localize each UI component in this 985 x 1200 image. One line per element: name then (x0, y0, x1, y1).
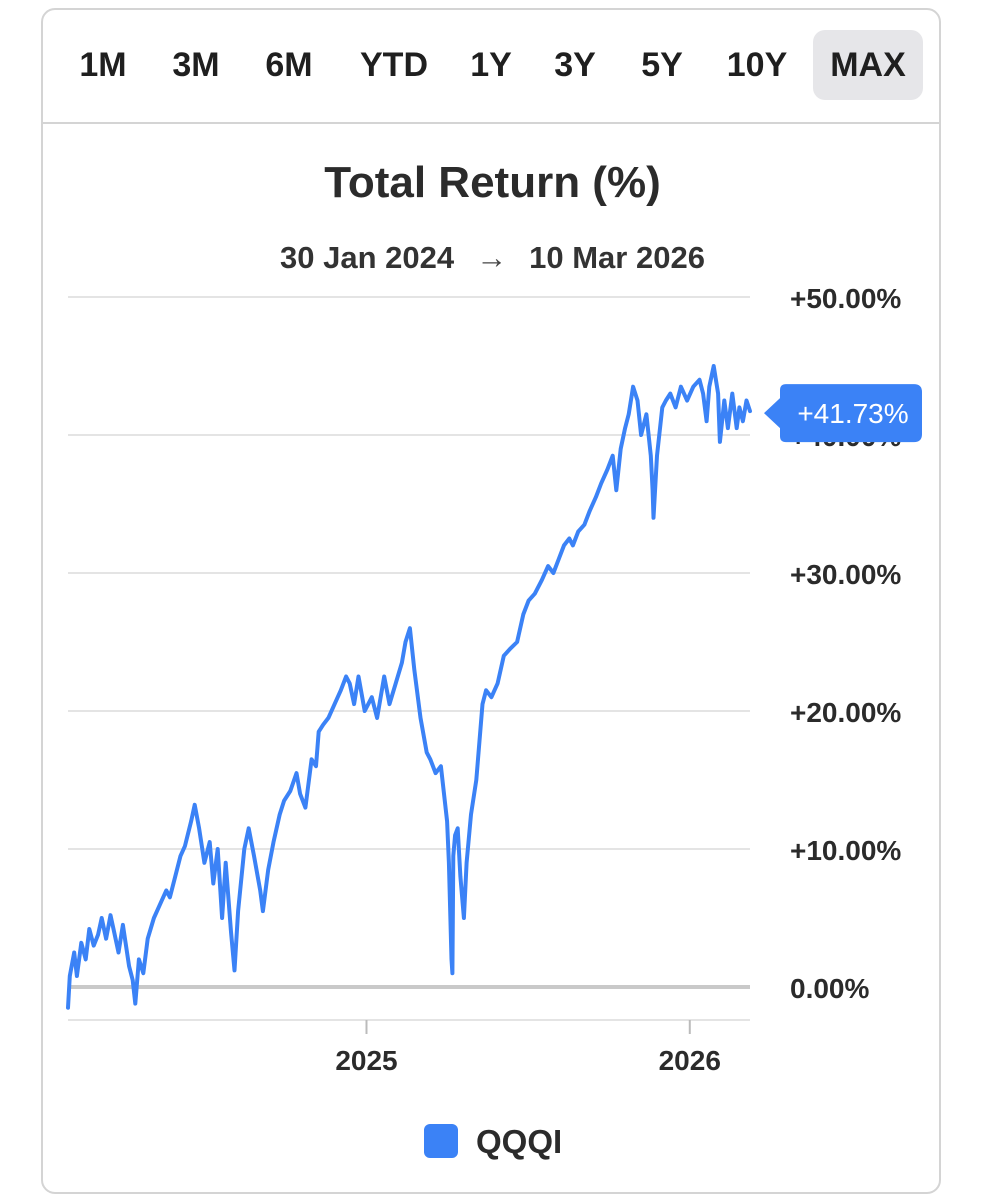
y-tick-label: +10.00% (790, 835, 901, 866)
time-range-selector: 1M 3M 6M YTD 1Y 3Y 5Y 10Y MAX (43, 10, 939, 124)
y-tick-label: +20.00% (790, 697, 901, 728)
legend-label-qqqi: QQQI (476, 1123, 563, 1160)
chart-title: Total Return (%) (324, 158, 661, 207)
range-button-3m[interactable]: 3M (172, 46, 220, 84)
end-date: 10 Mar 2026 (529, 240, 705, 275)
range-button-10y[interactable]: 10Y (726, 46, 788, 84)
legend-swatch-qqqi (424, 1124, 458, 1158)
range-button-1m[interactable]: 1M (79, 46, 127, 84)
current-value-label: +41.73% (797, 398, 908, 429)
range-button-5y[interactable]: 5Y (641, 46, 683, 84)
y-tick-label: 0.00% (790, 973, 869, 1004)
arrow-right-icon: → (476, 240, 508, 275)
series-line-qqqi[interactable] (66, 364, 752, 1010)
chart-card: 1M 3M 6M YTD 1Y 3Y 5Y 10Y MAX (41, 8, 941, 1194)
start-date: 30 Jan 2024 (280, 240, 455, 275)
y-tick-label: +30.00% (790, 559, 901, 590)
current-value-tag-shape (764, 384, 922, 443)
range-button-1y[interactable]: 1Y (470, 46, 512, 84)
y-tick-label: +50.00% (790, 283, 901, 314)
current-value-tag: +41.73% (764, 384, 922, 443)
x-tick-label: 2025 (335, 1045, 397, 1076)
range-button-3y[interactable]: 3Y (554, 46, 596, 84)
range-button-6m[interactable]: 6M (265, 46, 313, 84)
chart-date-range: 30 Jan 2024 → 10 Mar 2026 (0, 240, 985, 276)
x-tick-label: 2026 (659, 1045, 721, 1076)
range-button-ytd[interactable]: YTD (360, 46, 428, 84)
range-button-max[interactable]: MAX (813, 30, 923, 100)
